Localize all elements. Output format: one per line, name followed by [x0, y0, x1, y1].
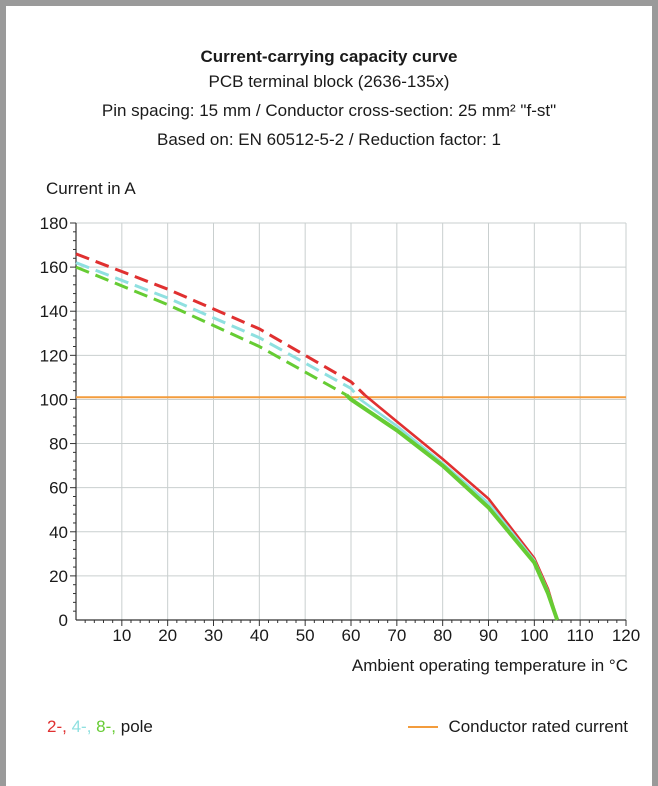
chart-subtitle-1: PCB terminal block (2636-135x): [208, 72, 450, 91]
y-tick-label: 80: [49, 435, 68, 454]
x-tick-label: 60: [342, 626, 361, 645]
y-tick-label: 20: [49, 567, 68, 586]
x-tick-label: 40: [250, 626, 269, 645]
y-axis-label: Current in A: [46, 179, 136, 198]
chart-subtitle-3: Based on: EN 60512-5-2 / Reduction facto…: [157, 130, 501, 149]
series-4--solid: [359, 398, 559, 621]
legend-2-pole: 2-,: [47, 717, 67, 736]
x-axis-label: Ambient operating temperature in °C: [351, 656, 628, 675]
pole-legend: 2-, 4-, 8-, pole: [47, 717, 153, 737]
chart-title: Current-carrying capacity curve: [200, 47, 458, 66]
x-tick-label: 50: [296, 626, 315, 645]
x-tick-label: 10: [112, 626, 131, 645]
y-tick-label: 60: [49, 479, 68, 498]
y-tick-label: 140: [40, 302, 68, 321]
x-tick-label: 90: [479, 626, 498, 645]
rated-current-swatch: [408, 726, 439, 728]
x-tick-label: 110: [567, 626, 594, 645]
legend-4-pole: 4-,: [71, 717, 92, 736]
y-tick-label: 0: [59, 611, 68, 630]
x-tick-label: 100: [520, 626, 548, 645]
series-8--dashed: [75, 265, 348, 397]
chart-subtitle-2: Pin spacing: 15 mm / Conductor cross-sec…: [101, 101, 557, 120]
series-2--dashed: [75, 252, 366, 397]
y-tick-label: 120: [40, 346, 68, 365]
y-tick-label: 100: [40, 390, 68, 409]
series-8--solid: [345, 393, 560, 621]
x-tick-label: 120: [612, 626, 640, 645]
y-tick-label: 160: [40, 258, 68, 277]
legend-8-pole: 8-,: [96, 717, 116, 736]
x-tick-label: 30: [204, 626, 223, 645]
y-tick-label: 40: [49, 523, 68, 542]
x-tick-label: 20: [158, 626, 177, 645]
y-tick-label: 180: [40, 214, 68, 233]
rated-current-label: Conductor rated current: [448, 717, 628, 736]
x-tick-label: 80: [433, 626, 452, 645]
frame-border: [652, 0, 658, 786]
x-tick-label: 70: [387, 626, 406, 645]
series-4--dashed: [75, 261, 362, 401]
legend-pole-text: pole: [120, 717, 153, 736]
rated-current-legend: Conductor rated current: [408, 717, 628, 737]
